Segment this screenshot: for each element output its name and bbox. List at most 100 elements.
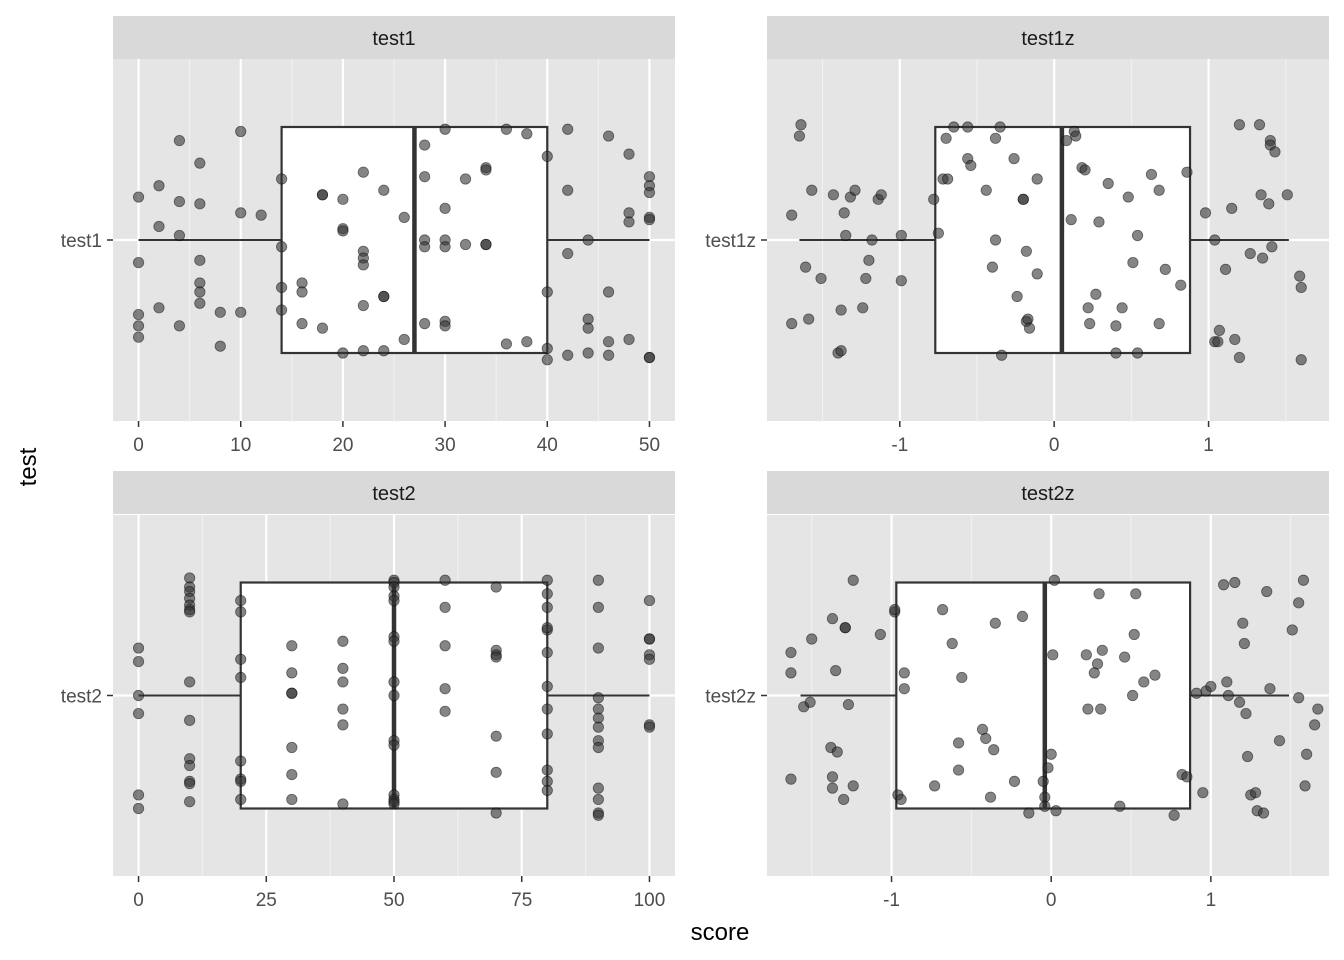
data-point bbox=[1249, 787, 1262, 799]
x-tick-label: -1 bbox=[883, 890, 900, 911]
x-tick-label: 100 bbox=[634, 890, 666, 911]
data-point bbox=[1295, 281, 1307, 294]
data-point bbox=[337, 719, 349, 731]
data-point bbox=[541, 588, 553, 600]
data-point bbox=[1233, 696, 1246, 708]
data-point bbox=[1312, 703, 1324, 715]
data-point bbox=[275, 241, 288, 253]
data-point bbox=[1264, 683, 1276, 695]
data-point bbox=[184, 778, 196, 790]
data-point bbox=[835, 345, 847, 357]
data-point bbox=[419, 241, 431, 253]
data-point bbox=[235, 793, 247, 806]
data-point bbox=[541, 680, 553, 693]
data-point bbox=[785, 646, 797, 659]
data-point bbox=[989, 617, 1001, 629]
data-point bbox=[419, 318, 431, 330]
x-tick-label: 0 bbox=[1049, 435, 1060, 456]
y-tick-label: test1z bbox=[705, 231, 756, 252]
data-point bbox=[235, 671, 247, 684]
data-point bbox=[806, 184, 818, 196]
data-point bbox=[1213, 324, 1225, 336]
data-point bbox=[490, 766, 502, 778]
data-point bbox=[132, 655, 145, 668]
data-point bbox=[286, 687, 298, 699]
data-point bbox=[541, 150, 553, 162]
data-point bbox=[994, 121, 1006, 133]
data-point bbox=[1257, 252, 1269, 264]
x-tick-label: 30 bbox=[435, 435, 456, 456]
y-tick-label: test2 bbox=[61, 687, 102, 708]
data-point bbox=[863, 254, 875, 266]
data-point bbox=[275, 281, 288, 294]
data-point bbox=[1131, 347, 1144, 359]
data-point bbox=[1079, 164, 1091, 176]
data-point bbox=[1233, 119, 1246, 131]
facet-strip-label: test1z bbox=[1021, 28, 1074, 50]
data-point bbox=[1255, 189, 1267, 201]
data-point bbox=[786, 209, 798, 221]
data-point bbox=[956, 671, 968, 684]
data-point bbox=[1199, 207, 1212, 219]
data-point bbox=[1153, 318, 1165, 330]
data-point bbox=[541, 286, 553, 298]
data-point bbox=[439, 683, 451, 695]
data-point bbox=[1269, 146, 1281, 158]
x-tick-label: 75 bbox=[511, 890, 532, 911]
data-point bbox=[541, 342, 553, 355]
data-point bbox=[826, 771, 839, 783]
data-point bbox=[173, 134, 186, 147]
data-point bbox=[1221, 676, 1233, 688]
data-point bbox=[1050, 805, 1062, 817]
data-point bbox=[286, 793, 298, 806]
data-point bbox=[316, 322, 329, 334]
data-point bbox=[1122, 191, 1134, 203]
data-point bbox=[847, 574, 859, 586]
data-point bbox=[643, 633, 656, 645]
data-point bbox=[857, 302, 869, 314]
data-point bbox=[1090, 288, 1102, 300]
data-point bbox=[826, 613, 839, 625]
data-point bbox=[500, 338, 512, 350]
data-point bbox=[1237, 617, 1249, 629]
data-point bbox=[1093, 216, 1105, 228]
data-point bbox=[132, 320, 145, 332]
data-point bbox=[1281, 189, 1293, 201]
data-point bbox=[986, 261, 999, 273]
data-point bbox=[1011, 290, 1023, 303]
data-point bbox=[132, 789, 145, 801]
data-point bbox=[895, 793, 907, 806]
data-point bbox=[898, 683, 910, 695]
facet-test1z: test1z -1 0 1 test1z bbox=[705, 16, 1329, 456]
data-point bbox=[1261, 585, 1273, 598]
data-point bbox=[1082, 302, 1094, 314]
x-tick-label: 1 bbox=[1203, 435, 1214, 456]
data-point bbox=[1091, 658, 1104, 670]
data-point bbox=[1127, 689, 1139, 702]
data-point bbox=[929, 780, 941, 792]
data-point bbox=[378, 345, 390, 357]
data-point bbox=[643, 594, 656, 607]
data-point bbox=[459, 238, 472, 251]
data-point bbox=[623, 148, 635, 160]
data-point bbox=[541, 601, 553, 613]
data-point bbox=[952, 737, 965, 749]
data-point bbox=[480, 238, 492, 251]
data-point bbox=[932, 227, 944, 239]
data-point bbox=[153, 302, 165, 314]
data-point bbox=[602, 349, 615, 361]
data-point bbox=[153, 220, 165, 233]
data-point bbox=[1229, 333, 1241, 346]
data-point bbox=[521, 336, 533, 348]
data-point bbox=[1159, 263, 1171, 275]
data-point bbox=[184, 606, 196, 618]
data-point bbox=[1153, 184, 1165, 196]
data-point bbox=[1299, 780, 1311, 792]
data-point bbox=[1065, 214, 1077, 226]
data-point bbox=[937, 604, 949, 616]
data-point bbox=[804, 696, 816, 708]
data-point bbox=[184, 796, 196, 808]
data-point bbox=[592, 793, 604, 806]
data-point bbox=[1017, 193, 1029, 205]
data-point bbox=[132, 191, 145, 203]
